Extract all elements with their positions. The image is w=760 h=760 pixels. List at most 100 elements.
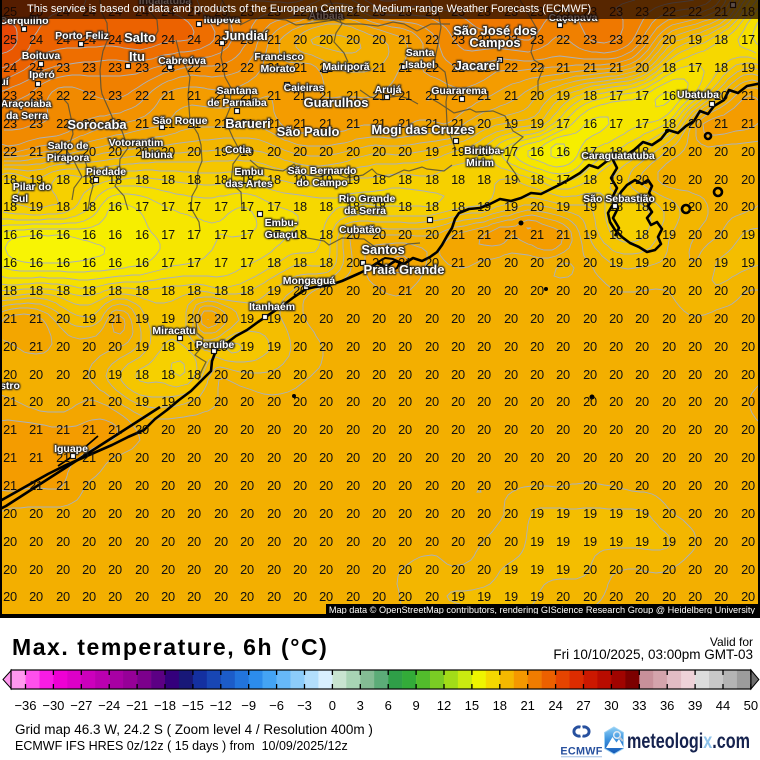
svg-text:20: 20 (346, 562, 360, 577)
svg-text:20: 20 (741, 144, 755, 159)
svg-text:Cubatão: Cubatão (339, 224, 381, 236)
svg-text:20: 20 (425, 311, 439, 326)
svg-text:20: 20 (635, 60, 649, 75)
svg-text:São Roque: São Roque (153, 115, 208, 127)
svg-text:20: 20 (56, 394, 70, 409)
svg-text:18: 18 (635, 199, 649, 214)
svg-text:20: 20 (477, 394, 491, 409)
svg-text:20: 20 (609, 367, 623, 382)
svg-text:20: 20 (583, 311, 597, 326)
svg-text:Salto: Salto (124, 30, 156, 45)
svg-text:Cotia: Cotia (225, 144, 251, 156)
svg-text:20: 20 (108, 394, 122, 409)
svg-text:20: 20 (319, 589, 333, 604)
svg-text:20: 20 (425, 283, 439, 298)
svg-text:Sul: Sul (12, 193, 28, 205)
svg-text:Sul: Sul (12, 193, 28, 205)
svg-text:20: 20 (293, 311, 307, 326)
svg-text:Votorantim: Votorantim (109, 137, 164, 149)
svg-text:20: 20 (530, 339, 544, 354)
svg-text:Ibiúna: Ibiúna (142, 149, 173, 161)
svg-text:19: 19 (714, 255, 728, 270)
svg-text:18: 18 (214, 283, 228, 298)
svg-text:20: 20 (3, 534, 17, 549)
svg-text:19: 19 (635, 506, 649, 521)
svg-text:20: 20 (425, 339, 439, 354)
svg-text:20: 20 (477, 367, 491, 382)
svg-text:24: 24 (82, 32, 96, 47)
svg-text:17: 17 (556, 116, 570, 131)
svg-text:20: 20 (583, 394, 597, 409)
svg-text:20: 20 (346, 534, 360, 549)
svg-text:20: 20 (688, 311, 702, 326)
svg-text:19: 19 (161, 311, 175, 326)
svg-text:20: 20 (609, 339, 623, 354)
svg-text:20: 20 (714, 339, 728, 354)
svg-text:21: 21 (3, 478, 17, 493)
svg-text:20: 20 (741, 199, 755, 214)
svg-text:Iperó: Iperó (29, 69, 55, 81)
svg-text:20: 20 (82, 144, 96, 159)
svg-text:21: 21 (56, 422, 70, 437)
svg-text:21: 21 (504, 227, 518, 242)
svg-text:Mongaguá: Mongaguá (283, 275, 336, 287)
svg-text:19: 19 (451, 589, 465, 604)
svg-text:Mairiporã: Mairiporã (322, 61, 369, 73)
svg-text:21: 21 (477, 227, 491, 242)
svg-text:19: 19 (609, 172, 623, 187)
svg-text:19: 19 (477, 199, 491, 214)
svg-text:20: 20 (187, 562, 201, 577)
svg-text:20: 20 (635, 478, 649, 493)
svg-text:18: 18 (319, 227, 333, 242)
svg-text:20: 20 (741, 172, 755, 187)
svg-text:Itu: Itu (129, 49, 145, 64)
svg-text:da Serra: da Serra (344, 205, 386, 217)
svg-text:19: 19 (609, 255, 623, 270)
svg-text:19: 19 (240, 311, 254, 326)
svg-text:21: 21 (741, 116, 755, 131)
svg-text:Embu: Embu (234, 166, 263, 178)
svg-text:23: 23 (108, 88, 122, 103)
svg-text:20: 20 (477, 478, 491, 493)
svg-text:Salto de: Salto de (48, 140, 89, 152)
svg-text:20: 20 (293, 339, 307, 354)
svg-text:3: 3 (357, 698, 364, 713)
svg-text:20: 20 (504, 311, 518, 326)
svg-text:20: 20 (688, 255, 702, 270)
svg-text:20: 20 (3, 589, 17, 604)
svg-text:Caraguatatuba: Caraguatatuba (581, 150, 655, 162)
svg-text:16: 16 (108, 227, 122, 242)
svg-text:Caieiras: Caieiras (284, 82, 325, 94)
svg-text:Pilar do: Pilar do (13, 181, 52, 193)
svg-text:20: 20 (609, 478, 623, 493)
svg-text:20: 20 (108, 506, 122, 521)
svg-text:20: 20 (293, 422, 307, 437)
svg-text:17: 17 (214, 255, 228, 270)
svg-text:17: 17 (583, 144, 597, 159)
svg-text:21: 21 (319, 116, 333, 131)
svg-text:20: 20 (741, 562, 755, 577)
svg-text:20: 20 (398, 450, 412, 465)
svg-text:20: 20 (135, 562, 149, 577)
svg-text:Santos: Santos (361, 242, 404, 257)
svg-text:21: 21 (293, 116, 307, 131)
svg-text:18: 18 (56, 199, 70, 214)
svg-text:20: 20 (319, 32, 333, 47)
svg-text:21: 21 (267, 60, 281, 75)
svg-text:22: 22 (504, 60, 518, 75)
svg-text:19: 19 (556, 506, 570, 521)
svg-text:20: 20 (609, 562, 623, 577)
svg-text:20: 20 (741, 422, 755, 437)
svg-text:20: 20 (635, 394, 649, 409)
svg-text:17: 17 (504, 144, 518, 159)
svg-text:20: 20 (635, 311, 649, 326)
svg-text:20: 20 (82, 506, 96, 521)
svg-text:20: 20 (82, 534, 96, 549)
svg-text:20: 20 (346, 422, 360, 437)
svg-text:18: 18 (214, 172, 228, 187)
svg-text:18: 18 (187, 367, 201, 382)
svg-text:Mongaguá: Mongaguá (283, 275, 336, 287)
svg-text:20: 20 (662, 506, 676, 521)
svg-text:20: 20 (451, 339, 465, 354)
svg-text:20: 20 (372, 227, 386, 242)
